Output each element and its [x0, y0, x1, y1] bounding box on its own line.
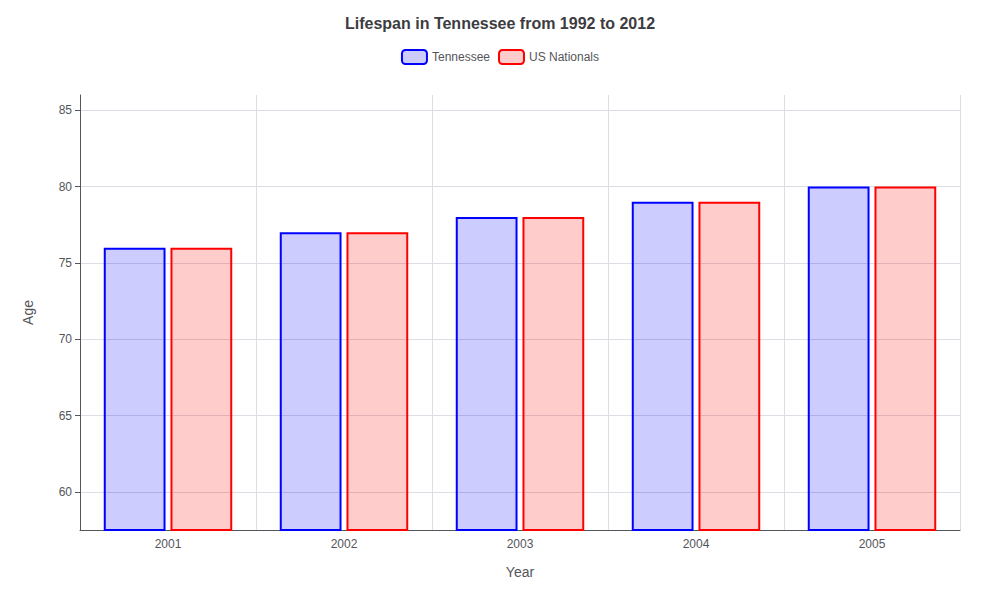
svg-text:2003: 2003	[507, 537, 534, 551]
svg-text:75: 75	[59, 256, 73, 270]
svg-text:US Nationals: US Nationals	[529, 50, 599, 64]
svg-text:70: 70	[59, 332, 73, 346]
svg-text:2002: 2002	[331, 537, 358, 551]
svg-text:60: 60	[59, 485, 73, 499]
svg-text:2005: 2005	[859, 537, 886, 551]
svg-text:85: 85	[59, 103, 73, 117]
svg-text:80: 80	[59, 180, 73, 194]
svg-text:Lifespan in Tennessee from 199: Lifespan in Tennessee from 1992 to 2012	[345, 15, 655, 32]
svg-text:Tennessee: Tennessee	[432, 50, 490, 64]
svg-text:65: 65	[59, 409, 73, 423]
svg-text:2004: 2004	[683, 537, 710, 551]
svg-text:2001: 2001	[155, 537, 182, 551]
svg-text:Age: Age	[20, 300, 36, 325]
svg-text:Year: Year	[506, 564, 535, 580]
